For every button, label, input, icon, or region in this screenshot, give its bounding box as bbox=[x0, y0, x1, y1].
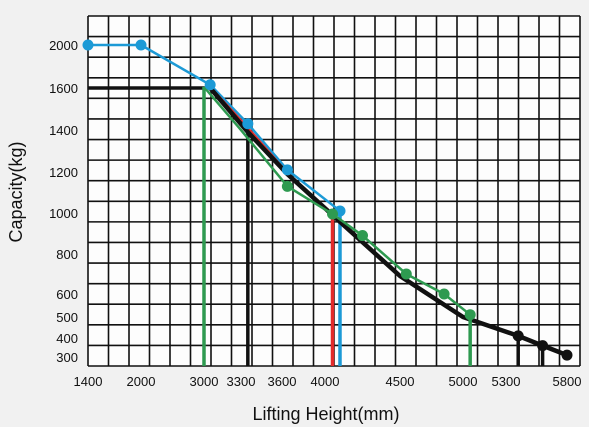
data-point bbox=[281, 180, 293, 192]
x-tick-label: 3000 bbox=[190, 374, 219, 389]
x-tick-labels: 1400 2000 3000 3300 3600 4000 4500 5000 5300 5800 bbox=[74, 374, 582, 389]
x-tick-label: 3600 bbox=[268, 374, 297, 389]
y-tick-label: 400 bbox=[56, 331, 78, 346]
x-tick-label: 4500 bbox=[386, 374, 415, 389]
y-tick-label: 500 bbox=[56, 310, 78, 325]
data-point bbox=[561, 349, 573, 361]
y-tick-label: 600 bbox=[56, 287, 78, 302]
y-tick-labels: 300 400 500 600 800 1000 1200 1400 1600 2000 bbox=[49, 38, 78, 365]
x-tick-label: 5800 bbox=[553, 374, 582, 389]
y-tick-label: 2000 bbox=[49, 38, 78, 53]
data-point bbox=[204, 79, 216, 91]
data-point bbox=[357, 230, 368, 242]
data-point bbox=[281, 164, 293, 176]
series-line bbox=[208, 86, 568, 358]
series-line bbox=[203, 86, 471, 316]
data-point bbox=[82, 39, 94, 51]
y-tick-label: 1200 bbox=[49, 165, 78, 180]
data-point bbox=[537, 340, 549, 352]
series-line bbox=[88, 43, 341, 212]
x-tick-label: 5300 bbox=[492, 374, 521, 389]
data-point bbox=[135, 39, 147, 51]
x-axis-title: Lifting Height(mm) bbox=[252, 404, 399, 424]
x-tick-label: 2000 bbox=[127, 374, 156, 389]
data-point bbox=[512, 330, 524, 342]
data-point bbox=[400, 268, 412, 280]
y-tick-label: 1400 bbox=[49, 123, 78, 138]
data-point bbox=[438, 288, 450, 300]
x-tick-label: 1400 bbox=[74, 374, 103, 389]
series-markers bbox=[82, 39, 573, 361]
y-axis-title: Capacity(kg) bbox=[6, 141, 26, 242]
y-tick-label: 800 bbox=[56, 247, 78, 262]
data-point bbox=[464, 309, 476, 321]
x-tick-label: 3300 bbox=[227, 374, 256, 389]
y-tick-label: 1000 bbox=[49, 206, 78, 221]
y-tick-label: 1600 bbox=[49, 81, 78, 96]
data-point bbox=[242, 118, 254, 130]
x-tick-label: 4000 bbox=[311, 374, 340, 389]
series-lines bbox=[88, 43, 568, 366]
y-tick-label: 300 bbox=[56, 350, 78, 365]
data-point bbox=[327, 208, 338, 220]
x-tick-label: 5000 bbox=[449, 374, 478, 389]
